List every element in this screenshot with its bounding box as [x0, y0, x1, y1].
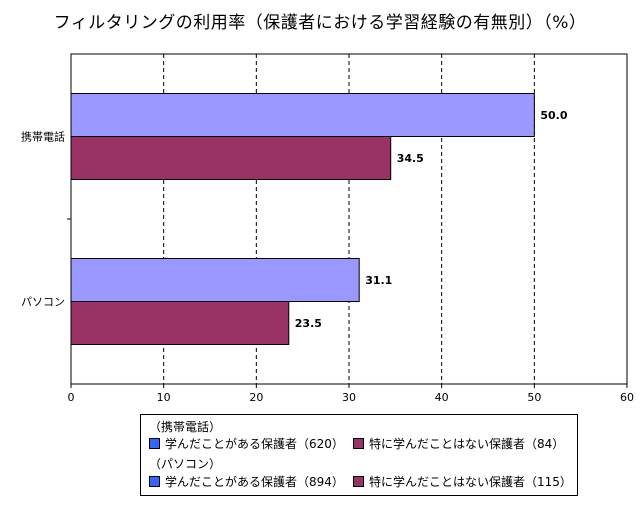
x-tick-label: 50 — [527, 391, 541, 404]
bar — [70, 258, 360, 302]
legend-label: 特に学んだことはない保護者（84） — [369, 437, 565, 451]
legend-item-mobile-learned: 学んだことがある保護者（620） — [149, 435, 344, 452]
legend-group-title-mobile: （携帯電話） — [149, 420, 222, 434]
legend-label: 学んだことがある保護者（620） — [165, 437, 344, 451]
legend-swatch — [353, 476, 364, 487]
legend-item-mobile-not-learned: 特に学んだことはない保護者（84） — [353, 435, 564, 452]
x-tick-label: 0 — [68, 391, 75, 404]
legend-label: 特に学んだことはない保護者（115） — [369, 475, 572, 489]
data-label: 23.5 — [295, 317, 322, 330]
legend-group-title-pc: （パソコン） — [149, 457, 222, 471]
data-label: 34.5 — [397, 152, 424, 165]
legend-item-pc-not-learned: 特に学んだことはない保護者（115） — [353, 473, 572, 490]
category-label: 携帯電話 — [21, 130, 65, 144]
x-tick-label: 60 — [620, 391, 634, 404]
legend-label: 学んだことがある保護者（894） — [165, 475, 344, 489]
legend-item-pc-learned: 学んだことがある保護者（894） — [149, 473, 344, 490]
bar — [70, 136, 392, 180]
x-tick-label: 40 — [435, 391, 449, 404]
legend: （携帯電話） 学んだことがある保護者（620） 特に学んだことはない保護者（84… — [140, 414, 578, 496]
x-tick-label: 10 — [157, 391, 171, 404]
legend-swatch — [149, 476, 160, 487]
category-label: パソコン — [21, 296, 65, 309]
bar — [70, 93, 535, 137]
data-label: 31.1 — [365, 274, 392, 287]
legend-swatch — [353, 438, 364, 449]
bar-chart: 0 10 20 30 40 50 60 携帯電話 50.0 34.5 パソコン 31.1 23.5 — [21, 53, 634, 404]
chart-title: フィルタリングの利用率（保護者における学習経験の有無別）（%） — [53, 13, 587, 33]
x-tick-label: 20 — [249, 391, 263, 404]
bar — [70, 301, 290, 345]
data-label: 50.0 — [540, 109, 567, 122]
legend-swatch — [149, 438, 160, 449]
x-tick-label: 30 — [342, 391, 356, 404]
